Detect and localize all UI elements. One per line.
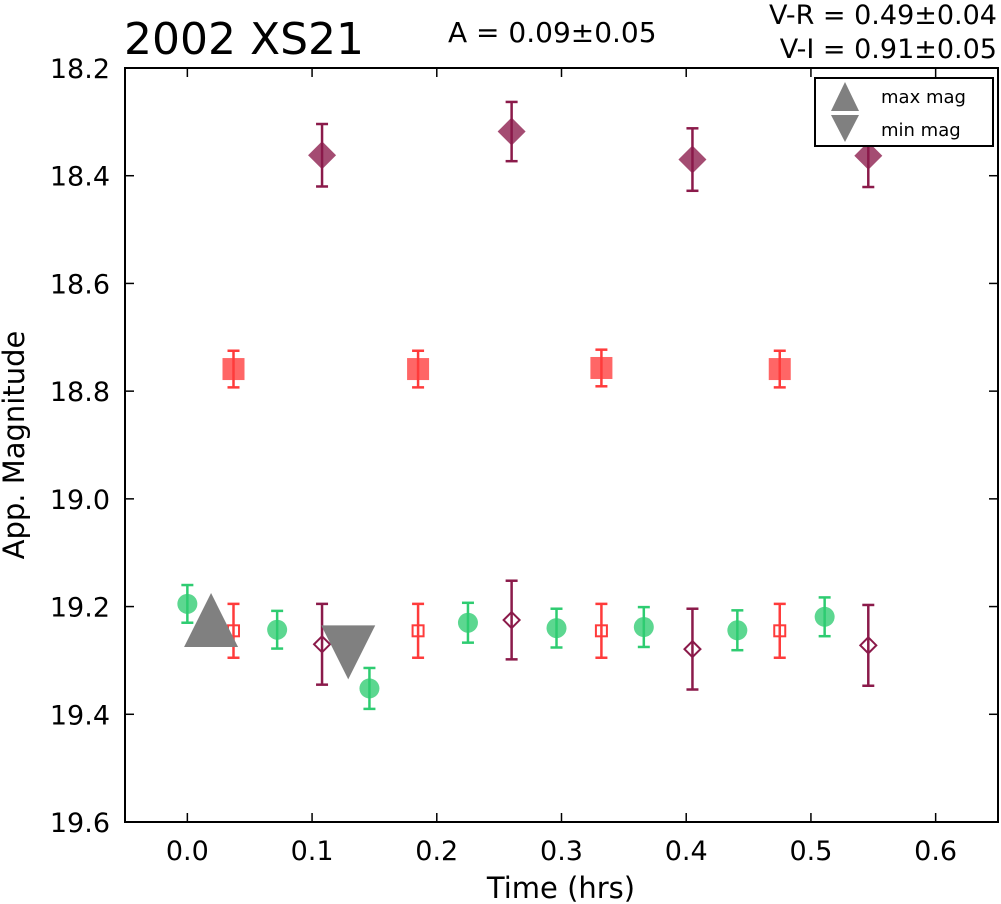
min-mag-marker [321,625,376,680]
x-tick-label: 0.1 [291,836,334,867]
data-point-diamond [683,639,702,659]
data-point-square [411,624,425,638]
data-point-diamond [854,141,883,170]
x-tick-label: 0.5 [789,836,832,867]
data-point-square [594,624,608,638]
x-tick-label: 0.6 [914,836,957,867]
y-axis-label: App. Magnitude [0,331,31,560]
data-point-circle [546,618,567,639]
legend: max mag min mag [814,77,994,147]
y-tick-label: 19.4 [50,700,110,731]
data-point-diamond [678,145,707,174]
legend-max-mag-label: max mag [881,87,966,108]
legend-min-mag-icon [831,115,859,142]
data-marks [177,100,883,711]
x-tick-label: 0.3 [540,836,583,867]
legend-max-mag-icon [831,82,859,111]
max-mag-marker [184,593,239,648]
data-point-square [773,624,787,638]
y-tick-label: 18.4 [50,162,110,193]
y-tick-label: 19.6 [50,808,110,839]
data-point-square [222,358,245,381]
data-point-diamond [858,635,878,655]
color-vi-label: V-I = 0.91±0.05 [779,34,997,65]
x-axis-label: Time (hrs) [486,871,635,904]
y-tick-label: 18.8 [50,377,110,408]
y-tick-label: 19.0 [50,485,110,516]
data-point-diamond [312,634,332,654]
data-point-circle [457,612,478,633]
data-point-diamond [308,141,337,170]
y-tick-label: 18.2 [50,54,110,85]
data-point-square [590,356,613,379]
chart-title: 2002 XS21 [124,14,365,65]
data-point-circle [359,678,380,699]
data-point-circle [727,620,748,641]
amplitude-label: A = 0.09±0.05 [448,16,657,49]
x-tick-label: 0.4 [665,836,708,867]
data-point-circle [177,593,198,614]
data-point-square [768,358,791,381]
color-vr-label: V-R = 0.49±0.04 [768,0,997,31]
legend-min-mag-label: min mag [881,120,961,141]
y-tick-label: 18.6 [50,269,110,300]
x-tick-label: 0.2 [415,836,458,867]
data-point-square [407,358,430,381]
y-tick-label: 19.2 [50,593,110,624]
data-point-diamond [502,610,522,630]
axis-ticks: 0.0 0.1 0.2 0.3 0.4 0.5 0.6 18.2 18.4 18.6 18.8 19.… [50,54,998,867]
data-point-circle [633,617,654,638]
data-point-diamond [497,117,526,146]
data-point-circle [267,619,288,640]
x-tick-label: 0.0 [166,836,209,867]
data-point-circle [814,606,835,627]
